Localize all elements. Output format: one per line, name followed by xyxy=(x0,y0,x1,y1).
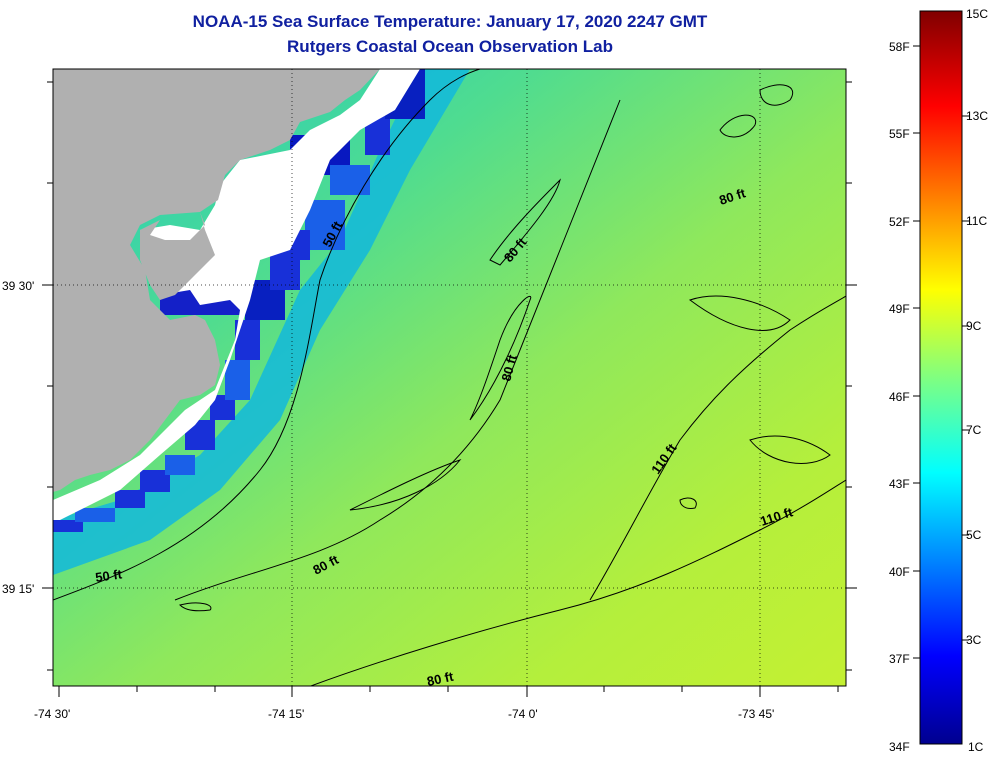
fahrenheit-label: 37F xyxy=(889,652,910,666)
celsius-label: 1C xyxy=(968,740,984,754)
depth-contours xyxy=(53,69,846,686)
celsius-label: 5C xyxy=(966,528,982,542)
lat-label-1: 39 30' xyxy=(2,279,34,293)
fahrenheit-label: 49F xyxy=(889,302,910,316)
contour-label: 50 ft xyxy=(94,566,123,585)
lon-label-4: -73 45' xyxy=(738,707,774,721)
fahrenheit-label: 52F xyxy=(889,215,910,229)
fahrenheit-label: 58F xyxy=(889,40,910,54)
cloud-mask xyxy=(53,69,420,520)
celsius-label: 15C xyxy=(966,7,988,21)
lon-label-1: -74 30' xyxy=(34,707,70,721)
nearshore-band xyxy=(53,69,470,575)
fahrenheit-label: 46F xyxy=(889,390,910,404)
colorbar-ticks xyxy=(913,45,969,659)
map-ticks xyxy=(42,81,857,697)
land xyxy=(53,69,380,492)
celsius-label: 9C xyxy=(966,319,982,333)
fahrenheit-label: 55F xyxy=(889,127,910,141)
contour-label: 80 ft xyxy=(498,352,520,382)
contour-label: 80 ft xyxy=(426,669,456,689)
fahrenheit-label: 40F xyxy=(889,565,910,579)
chart-subtitle: Rutgers Coastal Ocean Observation Lab xyxy=(287,37,613,56)
celsius-label: 7C xyxy=(966,423,982,437)
lon-label-2: -74 15' xyxy=(268,707,304,721)
graticule xyxy=(53,69,846,686)
lon-label-3: -74 0' xyxy=(508,707,538,721)
celsius-label: 11C xyxy=(966,214,987,228)
celsius-label: 13C xyxy=(966,109,988,123)
colorbar-scale xyxy=(919,10,963,745)
lat-label-2: 39 15' xyxy=(2,582,34,596)
celsius-label: 3C xyxy=(966,633,982,647)
fahrenheit-label: 34F xyxy=(889,740,910,754)
fahrenheit-label: 43F xyxy=(889,477,910,491)
chart-title: NOAA-15 Sea Surface Temperature: January… xyxy=(192,12,708,31)
map-frame xyxy=(52,68,847,687)
